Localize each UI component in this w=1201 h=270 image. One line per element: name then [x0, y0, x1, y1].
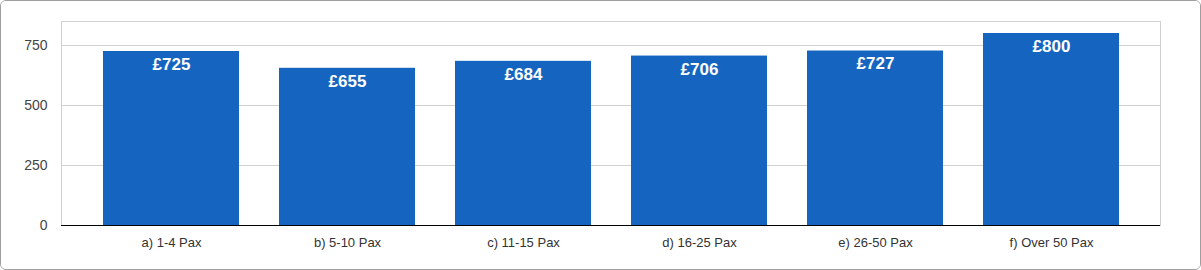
svg-text:250: 250 — [24, 157, 48, 173]
svg-text:0: 0 — [40, 217, 48, 233]
svg-text:£684: £684 — [505, 65, 543, 84]
svg-text:£725: £725 — [153, 55, 191, 74]
svg-text:£706: £706 — [681, 60, 719, 79]
svg-text:d) 16-25 Pax: d) 16-25 Pax — [662, 235, 737, 250]
svg-text:a) 1-4 Pax: a) 1-4 Pax — [142, 235, 202, 250]
svg-text:500: 500 — [24, 97, 48, 113]
svg-text:£800: £800 — [1033, 37, 1071, 56]
svg-text:e) 26-50 Pax: e) 26-50 Pax — [838, 235, 913, 250]
svg-text:f) Over 50 Pax: f) Over 50 Pax — [1010, 235, 1094, 250]
svg-text:c) 11-15 Pax: c) 11-15 Pax — [487, 235, 560, 250]
svg-text:£655: £655 — [329, 72, 367, 91]
svg-text:£727: £727 — [857, 54, 895, 73]
svg-text:b) 5-10 Pax: b) 5-10 Pax — [314, 235, 382, 250]
svg-text:750: 750 — [24, 37, 48, 53]
